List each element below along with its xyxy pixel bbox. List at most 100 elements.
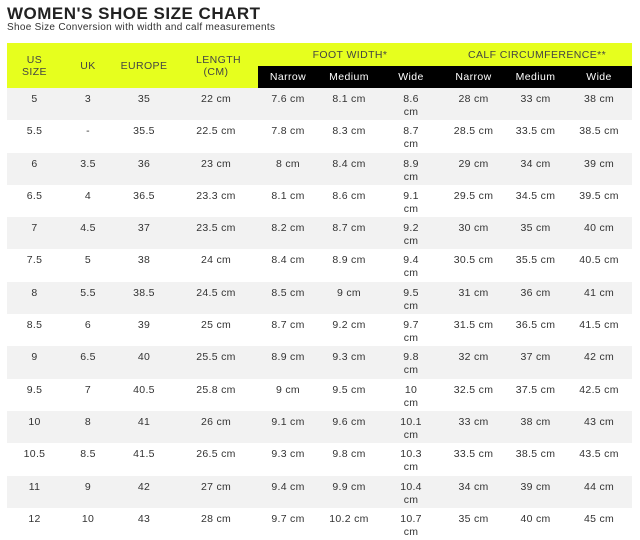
cell-foot-wide: 9.1 cm <box>380 185 442 217</box>
cell-value: 9.7 cm <box>403 319 419 345</box>
cell-value: 23.5 cm <box>196 222 236 235</box>
cell-europe: 39 <box>114 314 174 346</box>
header-europe: EUROPE <box>114 43 174 88</box>
cell-value: 8 cm <box>276 157 300 170</box>
cell-value: 29.5 cm <box>453 189 494 202</box>
cell-value: 6 <box>84 319 92 332</box>
cell-calf-medium: 36.5 cm <box>505 314 566 346</box>
cell-europe: 37 <box>114 217 174 250</box>
cell-us-size: 7.5 <box>7 249 62 281</box>
cell-value: 38.5 cm <box>579 125 619 138</box>
cell-value: 9 <box>31 351 38 364</box>
header-calf-circumference: CALF CIRCUMFERENCE** <box>442 43 633 66</box>
table-row: 6 3.5 36 23 cm 8 cm 8.4 cm 8.9 cm 29 cm 34 cm 39 … <box>7 152 633 185</box>
cell-calf-wide: 39 cm <box>566 152 633 185</box>
cell-value: 40.5 cm <box>579 254 619 267</box>
cell-length: 27 cm <box>174 475 258 508</box>
cell-us-size: 9.5 <box>7 379 62 411</box>
cell-value: 41.5 cm <box>579 319 619 332</box>
cell-foot-wide: 9.4 cm <box>380 249 442 281</box>
cell-calf-narrow: 31.5 cm <box>442 314 505 346</box>
cell-uk: 5.5 <box>62 281 114 315</box>
cell-value: 10.3 cm <box>400 448 422 474</box>
cell-calf-medium: 39 cm <box>505 475 567 508</box>
cell-value: 8.6 cm <box>332 189 366 202</box>
cell-length: 26.5 cm <box>174 443 258 475</box>
cell-uk: 9 <box>62 475 114 508</box>
cell-calf-medium: 37.5 cm <box>505 379 566 411</box>
cell-value: 39 <box>137 319 151 332</box>
cell-europe: 38.5 <box>114 281 174 315</box>
cell-foot-narrow: 8 cm <box>258 152 318 185</box>
cell-calf-narrow: 28 cm <box>442 88 506 121</box>
cell-value: 12 <box>28 512 41 525</box>
cell-europe: 40.5 <box>114 379 174 411</box>
cell-value: 9.5 <box>26 383 43 396</box>
cell-value: 8.9 cm <box>271 351 305 364</box>
cell-value: 43 cm <box>583 415 615 428</box>
cell-value: 38 cm <box>520 415 551 428</box>
cell-calf-medium: 40 cm <box>505 508 566 540</box>
cell-value: 8.2 cm <box>271 222 305 235</box>
cell-calf-medium: 36 cm <box>505 281 567 315</box>
cell-us-size: 10 <box>7 410 62 444</box>
cell-value: 43.5 cm <box>579 448 619 461</box>
cell-foot-medium: 9.8 cm <box>318 443 380 475</box>
cell-value: 26.5 cm <box>196 448 236 461</box>
cell-value: 9.6 cm <box>332 415 366 428</box>
cell-value: 8.1 cm <box>332 93 366 105</box>
cell-uk: 5 <box>62 249 114 281</box>
cell-value: 42 cm <box>583 351 615 364</box>
table-row: 12 10 43 28 cm 9.7 cm 10.2 cm 10.7 cm 35 cm 40 c… <box>7 508 632 540</box>
cell-foot-wide: 10.1 cm <box>380 410 443 444</box>
cell-value: 23 cm <box>200 157 232 170</box>
cell-value: 6.5 <box>80 351 96 364</box>
cell-value: 39 cm <box>583 157 615 170</box>
cell-value: 8.7 cm <box>271 319 305 332</box>
cell-us-size: 8 <box>7 281 62 315</box>
cell-europe: 40 <box>114 346 174 379</box>
cell-uk: 8.5 <box>62 443 114 475</box>
cell-value: 7 <box>31 222 38 235</box>
cell-calf-medium: 35 cm <box>505 217 567 250</box>
cell-foot-medium: 8.7 cm <box>318 217 380 250</box>
cell-us-size: 5.5 <box>7 120 62 152</box>
cell-value: 8.7 cm <box>332 222 366 235</box>
cell-length: 22 cm <box>174 88 258 121</box>
cell-foot-medium: 8.9 cm <box>318 249 380 281</box>
cell-foot-medium: 8.4 cm <box>318 152 380 185</box>
cell-value: 34 cm <box>520 157 551 170</box>
cell-value: 10.2 cm <box>329 512 369 525</box>
cell-value: 10.7 cm <box>400 512 422 538</box>
cell-value: 40 <box>137 351 151 364</box>
cell-length: 24 cm <box>174 249 258 281</box>
cell-value: 9.4 cm <box>271 480 305 493</box>
cell-europe: 36.5 <box>114 185 174 217</box>
cell-value: 8.5 cm <box>271 286 305 299</box>
page-subtitle: Shoe Size Conversion with width and calf… <box>7 22 276 33</box>
cell-value: 38 <box>137 254 151 267</box>
cell-length: 26 cm <box>174 410 258 444</box>
table-row: 7 4.5 37 23.5 cm 8.2 cm 8.7 cm 9.2 cm 30 cm 35 c… <box>7 217 633 250</box>
cell-calf-medium: 34.5 cm <box>505 185 566 217</box>
cell-value: 35 cm <box>520 222 551 235</box>
cell-value: 28 cm <box>458 93 489 105</box>
cell-value: 9 cm <box>337 286 361 299</box>
table-row: 8 5.5 38.5 24.5 cm 8.5 cm 9 cm 9.5 cm 31 cm 36 c… <box>7 281 633 315</box>
cell-calf-medium: 38.5 cm <box>505 443 566 475</box>
cell-length: 22.5 cm <box>174 120 258 152</box>
cell-length: 25.5 cm <box>174 346 258 379</box>
cell-foot-narrow: 7.6 cm <box>258 88 318 121</box>
cell-foot-wide: 10.3 cm <box>380 443 442 475</box>
cell-value: - <box>86 125 90 138</box>
cell-value: 9.3 cm <box>332 351 366 364</box>
cell-value: 37 <box>137 222 151 235</box>
cell-calf-narrow: 34 cm <box>442 475 506 508</box>
cell-value: 5 <box>84 254 92 267</box>
cell-us-size: 6.5 <box>7 185 62 217</box>
cell-calf-narrow: 33 cm <box>442 410 506 444</box>
cell-us-size: 9 <box>7 346 62 379</box>
cell-value: 8 <box>31 286 38 299</box>
table-row: 10 8 41 26 cm 9.1 cm 9.6 cm 10.1 cm 33 cm 38 cm 4… <box>7 410 633 444</box>
cell-uk: - <box>62 120 114 152</box>
